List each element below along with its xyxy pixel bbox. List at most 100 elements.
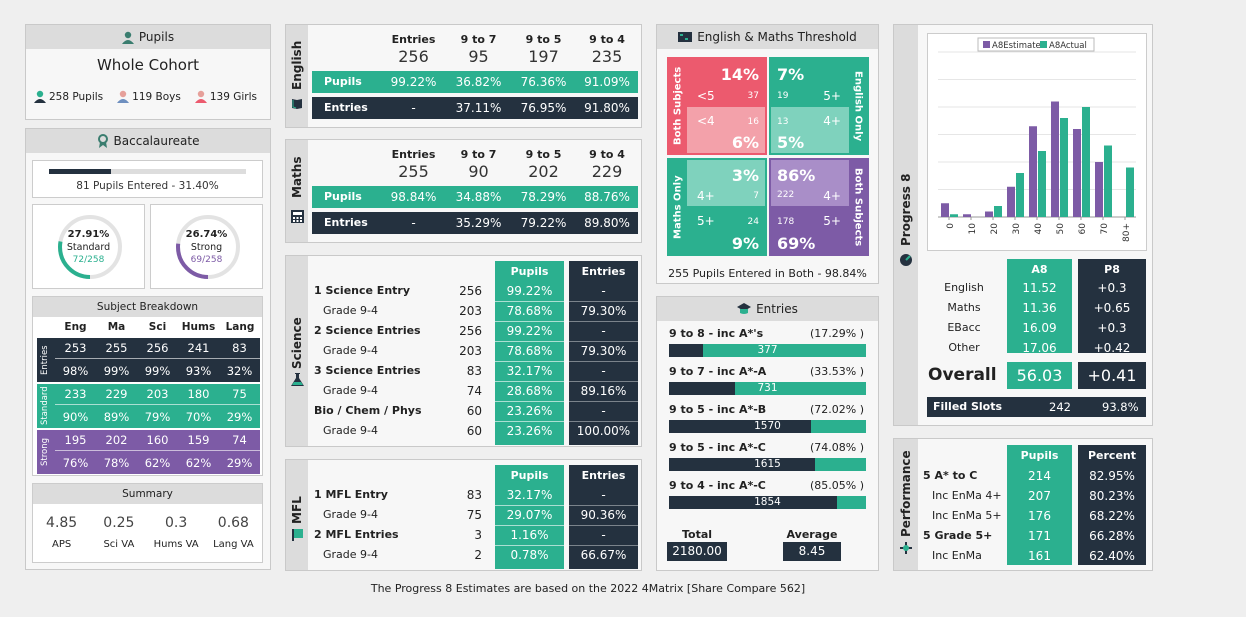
perf-row-pupils: 207 (1028, 489, 1051, 503)
perf-row-percent: 82.95% (1089, 469, 1135, 483)
lang-va-value: 0.68 (217, 515, 249, 531)
entry-bar-fill (669, 382, 736, 395)
row-count: 256 (459, 284, 482, 298)
maths-side: Maths (286, 140, 308, 242)
row-divider (495, 401, 564, 402)
breakdown-row: 253 255 256 241 83 (55, 338, 260, 359)
entry-bar-fill (669, 420, 811, 433)
row-divider (495, 361, 564, 362)
girls-icon (194, 90, 207, 103)
row-label: 3 Science Entries (314, 364, 421, 377)
entry-bar-value: 1615 (754, 458, 781, 470)
threshold-title: English & Maths Threshold (697, 30, 857, 44)
tr-big2: 5% (777, 133, 805, 152)
legend-swatch-A8Estimate (983, 41, 990, 48)
entry-label: 9 to 8 - inc A*'s (669, 327, 764, 340)
maths-entries-row: Entries - 35.29% 79.22% 89.80% (312, 212, 638, 234)
breakdown-cell: 256 (146, 341, 169, 355)
breakdown-cell: 195 (64, 433, 87, 447)
baccalaureate-panel: Baccalaureate 81 Pupils Entered - 31.40%… (25, 128, 271, 570)
entry-pct: (72.02% ) (809, 403, 864, 416)
row-count: 60 (466, 424, 482, 438)
breakdown-cell: 83 (232, 341, 247, 355)
summary-hums-va: 0.3 Hums VA (148, 515, 205, 550)
row-divider (569, 301, 638, 302)
row-count: 3 (474, 528, 482, 542)
graduation-icon (737, 303, 752, 314)
p8-title: Progress 8 (899, 173, 913, 247)
header-1: 9 to 7 (460, 33, 497, 46)
pupils-icon (34, 90, 46, 103)
x-tick-label: 40 (1034, 223, 1044, 235)
value-1: 95 (468, 47, 489, 66)
entry-bar-fill (669, 458, 815, 471)
row-entries: - (601, 488, 606, 502)
value-0: 255 (398, 162, 429, 181)
row-divider (569, 381, 638, 382)
a8-value: 11.52 (1022, 281, 1057, 295)
pupils-label: Pupils (324, 75, 362, 88)
science-title: Science (290, 317, 304, 370)
row-divider (495, 545, 564, 546)
p8-value: +0.42 (1093, 341, 1131, 355)
p8-chart-box: 0 10 20 30 40 50 60 70 80+ A8Estimate A8Actual (927, 33, 1147, 251)
pupils-header: Pupils (26, 25, 270, 49)
x-tick-label: 10 (968, 223, 978, 235)
science-panel: Science Pupils Entries 1 Science Entry 256 9… (285, 255, 642, 447)
summary-title: Summary (33, 484, 262, 504)
both-subjects-label-br: Both Subjects (852, 167, 864, 247)
breakdown-title: Subject Breakdown (33, 297, 262, 317)
row-divider (495, 381, 564, 382)
row-divider (495, 321, 564, 322)
p8-value: +0.3 (1097, 281, 1127, 295)
legend-label-A8Actual: A8Actual (1049, 41, 1087, 51)
entries-head: Entries (581, 265, 626, 278)
row-entries: - (601, 404, 606, 418)
x-tick-label: 50 (1056, 223, 1066, 235)
breakdown-cell: 75 (232, 387, 247, 401)
br-label2: 5+ (823, 214, 841, 228)
english-only-label: English Only (852, 70, 864, 142)
pupils-cell: 34.88% (455, 190, 502, 204)
overall-label: Overall (928, 365, 997, 385)
abacus-icon (678, 32, 693, 42)
tl-big2: 6% (731, 133, 759, 152)
entries-panel: Entries 9 to 8 - inc A*'s (17.29% ) 377 9 t… (656, 296, 879, 571)
bl-n1: 7 (753, 191, 759, 201)
entry-bar-track: 1570 (669, 420, 866, 433)
header-0: Entries (391, 33, 436, 46)
row-count: 83 (466, 488, 482, 502)
mfl-side: MFL (286, 460, 308, 570)
breakdown-cell: 255 (105, 341, 128, 355)
perf-row-pupils: 171 (1028, 529, 1051, 543)
breakdown-row: 76% 78% 62% 62% 29% (55, 452, 260, 473)
entry-bar-track: 1615 (669, 458, 866, 471)
breakdown-cell: 229 (105, 387, 128, 401)
performance-side: Performance (894, 439, 918, 570)
overall-p8: +0.41 (1078, 362, 1146, 389)
row-label: 2 Science Entries (314, 324, 421, 337)
row-divider (495, 301, 564, 302)
entry-pct: (33.53% ) (809, 365, 864, 378)
breakdown-row: 90% 89% 79% 70% 29% (55, 406, 260, 427)
breakdown-cell: 70% (185, 409, 212, 424)
row-divider (569, 341, 638, 342)
header-1: 9 to 7 (460, 148, 497, 161)
breakdown-cell: 241 (187, 341, 210, 355)
row-count: 74 (466, 384, 482, 398)
group-label: Standard (40, 386, 50, 426)
perf-row-percent: 62.40% (1089, 549, 1135, 563)
group-label: Strong (40, 437, 50, 467)
pupils-cell: 88.76% (584, 190, 630, 204)
breakdown-row: 233 229 203 180 75 (55, 384, 260, 405)
breakdown-cell: 74 (232, 433, 247, 447)
row-entries: 89.16% (580, 384, 627, 398)
header-2: 9 to 5 (525, 148, 562, 161)
bar-A8Actual-70 (1104, 145, 1112, 217)
row-pupils: 23.26% (506, 404, 553, 418)
quadrant-both-above: Both Subjects 86% 222 4+ 178 5+ 69% (769, 158, 869, 256)
perf-pupils-head: Pupils (1020, 449, 1059, 462)
row-divider (495, 525, 564, 526)
hums-va-value: 0.3 (164, 515, 188, 531)
